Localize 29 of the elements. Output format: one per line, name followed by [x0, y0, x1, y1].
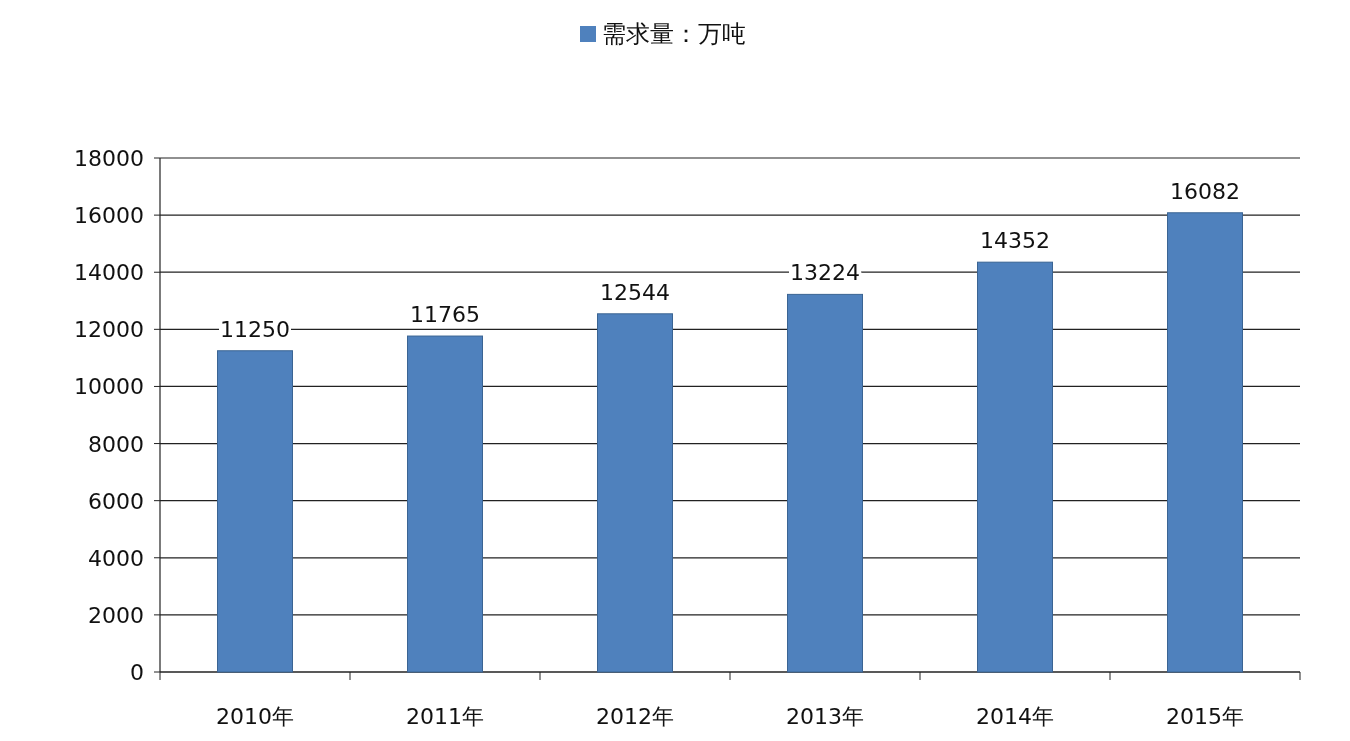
bar: [597, 313, 673, 673]
y-tick-label: 0: [130, 660, 144, 685]
legend: 需求量：万吨: [580, 20, 746, 48]
x-tick-label: 2011年: [406, 704, 484, 729]
y-tick-label: 18000: [74, 146, 144, 171]
bar: [977, 261, 1053, 673]
x-tick-label: 2010年: [216, 704, 294, 729]
x-tick-label: 2015年: [1166, 704, 1244, 729]
x-tick-label: 2012年: [596, 704, 674, 729]
y-tick-label: 4000: [88, 545, 144, 571]
bar: [787, 293, 863, 673]
y-tick-label: 6000: [88, 488, 144, 514]
y-tick-label: 12000: [74, 317, 144, 343]
x-tick-label: 2013年: [786, 704, 864, 729]
data-label: 14352: [980, 228, 1050, 254]
y-tick-label: 14000: [74, 260, 144, 286]
data-label: 13224: [790, 260, 860, 286]
x-tick-label: 2014年: [976, 704, 1054, 729]
bar: [1167, 212, 1243, 673]
y-tick-label: 8000: [88, 431, 144, 457]
data-label: 11765: [410, 302, 480, 328]
data-label: 11250: [220, 316, 290, 342]
bar: [407, 335, 483, 673]
data-label: 16082: [1170, 178, 1240, 204]
y-tick-label: 2000: [88, 602, 144, 628]
y-tick-label: 16000: [74, 203, 144, 229]
y-tick-label: 10000: [74, 374, 144, 400]
data-label: 12544: [600, 279, 670, 305]
bar: [217, 350, 293, 673]
